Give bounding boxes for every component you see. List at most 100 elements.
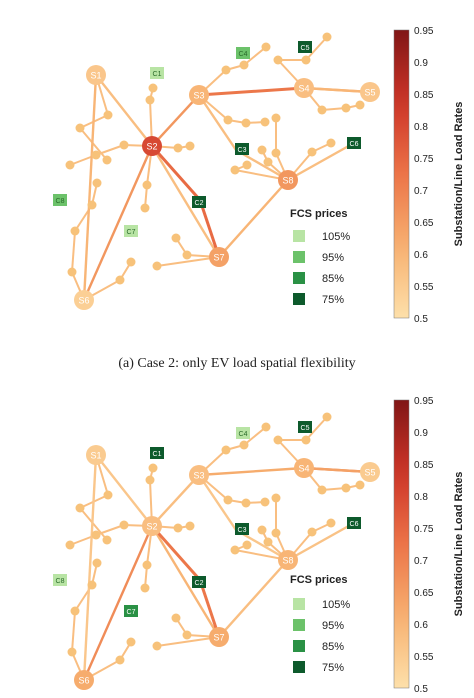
bus-node <box>92 178 102 188</box>
main-line <box>151 474 200 527</box>
main-line <box>150 145 221 258</box>
substation-node <box>294 458 314 478</box>
legend-swatch <box>293 251 305 263</box>
bus-node <box>301 435 311 445</box>
feeder-line <box>243 426 267 446</box>
colorbar-title: Substation/Line Load Rates <box>453 102 465 247</box>
bus-node <box>182 630 192 640</box>
bus-node <box>271 148 281 158</box>
substation-node <box>360 82 380 102</box>
bus-node <box>142 560 152 570</box>
network-diagram: S1 S2 S3 S4 S5 S6 S7 S8 C1 C2 C3 C4 C5 C6 C7 C8 FCS pric… <box>53 26 465 325</box>
substation-label: S2 <box>146 522 157 532</box>
main-line <box>303 86 371 94</box>
main-line <box>150 525 202 581</box>
main-line <box>198 199 221 258</box>
bus-node <box>152 641 162 651</box>
bus-node <box>260 497 270 507</box>
bus-node <box>185 141 195 151</box>
legend-label: 95% <box>322 252 344 264</box>
legend-label: 75% <box>322 294 344 306</box>
main-line <box>303 466 371 474</box>
substation-node <box>74 670 94 690</box>
main-line <box>198 86 305 97</box>
bus-node <box>126 257 136 267</box>
substation-label: S4 <box>298 464 309 474</box>
bus-node <box>257 145 267 155</box>
fcs-label: C2 <box>195 200 204 207</box>
bus-node <box>223 495 233 505</box>
main-line <box>82 525 154 681</box>
network-diagram: S1 S2 S3 S4 S5 S6 S7 S8 C1 C2 C3 C4 C5 C6 C7 C8 FCS pric… <box>53 396 465 695</box>
colorbar-tick-label: 0.6 <box>414 250 428 261</box>
bus-node <box>223 115 233 125</box>
bus-node <box>263 157 273 167</box>
legend-swatch <box>293 619 305 631</box>
bus-node <box>140 203 150 213</box>
feeder-line <box>71 230 76 273</box>
main-line <box>82 74 98 301</box>
fcs-label: C5 <box>301 425 310 432</box>
main-line <box>95 454 153 527</box>
legend-label: 85% <box>322 273 344 285</box>
colorbar-tick-label: 0.5 <box>414 684 428 693</box>
bus-node <box>355 480 365 490</box>
substation-node <box>142 136 162 156</box>
colorbar-tick-label: 0.9 <box>414 58 428 69</box>
fcs-label: C7 <box>127 229 136 236</box>
substation-label: S7 <box>213 633 224 643</box>
legend-label: 85% <box>322 641 344 653</box>
fcs-marker <box>236 47 250 59</box>
legend-swatch <box>293 272 305 284</box>
bus-node <box>91 150 101 160</box>
bus-node <box>67 267 77 277</box>
bus-node <box>115 275 125 285</box>
substation-node <box>74 290 94 310</box>
bus-node <box>140 583 150 593</box>
bus-node <box>221 445 231 455</box>
bus-node <box>182 250 192 260</box>
fcs-marker <box>235 143 249 155</box>
bus-node <box>65 540 75 550</box>
bus-node <box>271 493 281 503</box>
bus-node <box>142 180 152 190</box>
fcs-label: C5 <box>301 45 310 52</box>
bus-node <box>322 412 332 422</box>
fcs-label: C1 <box>153 71 162 78</box>
main-line <box>95 74 153 147</box>
main-line <box>150 145 202 201</box>
colorbar-title: Substation/Line Load Rates <box>453 472 465 617</box>
bus-node <box>257 525 267 535</box>
bus-node <box>102 155 112 165</box>
fcs-marker <box>150 447 164 459</box>
main-line <box>198 94 237 151</box>
colorbar-tick-label: 0.65 <box>414 588 434 599</box>
fcs-label: C4 <box>239 431 248 438</box>
substation-node <box>278 170 298 190</box>
bus-node <box>185 521 195 531</box>
fcs-marker <box>150 67 164 79</box>
bus-node <box>75 503 85 513</box>
colorbar-tick-label: 0.5 <box>414 314 428 325</box>
bus-node <box>173 523 183 533</box>
substation-label: S6 <box>78 296 89 306</box>
main-line <box>198 474 237 531</box>
colorbar-tick-label: 0.75 <box>414 524 434 535</box>
legend-label: 95% <box>322 620 344 632</box>
substation-node <box>209 627 229 647</box>
main-line <box>287 141 355 182</box>
fcs-marker <box>53 574 67 586</box>
panel-a: S1 S2 S3 S4 S5 S6 S7 S8 C1 C2 C3 C4 C5 C6 C7 C8 FCS pric… <box>0 0 474 345</box>
bus-node <box>70 606 80 616</box>
bus-node <box>65 160 75 170</box>
feeder-line <box>71 610 76 653</box>
fcs-label: C1 <box>153 451 162 458</box>
substation-label: S5 <box>364 88 375 98</box>
bus-node <box>119 520 129 530</box>
fcs-label: C3 <box>238 527 247 534</box>
feeder-line <box>95 524 125 536</box>
colorbar <box>393 399 410 689</box>
bus-node <box>119 140 129 150</box>
substation-label: S8 <box>282 176 293 186</box>
fcs-label: C7 <box>127 609 136 616</box>
